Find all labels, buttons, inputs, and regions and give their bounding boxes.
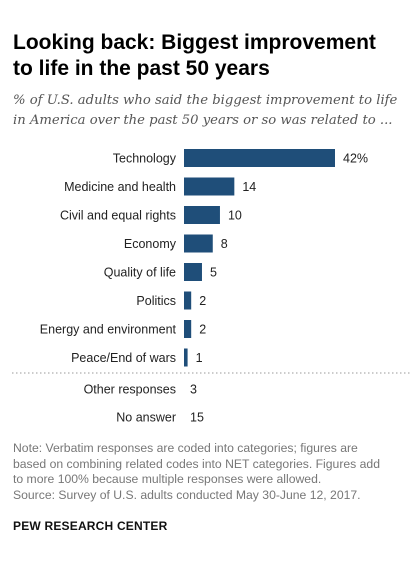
category-label: Economy [124, 237, 177, 251]
chart-subtitle-line-1: % of U.S. adults who said the biggest im… [13, 93, 398, 108]
chart-note: Note: Verbatim responses are coded into … [13, 441, 413, 503]
category-label: Politics [136, 294, 176, 308]
bar [184, 149, 335, 167]
bar [184, 263, 202, 281]
extra-row-label: No answer [116, 411, 176, 425]
value-label: 2 [199, 294, 206, 308]
bar [184, 320, 192, 338]
chart-subtitle-line-2: in America over the past 50 years or so … [13, 113, 393, 128]
note-line-2: based on combining related codes into NE… [13, 456, 380, 471]
bar [184, 206, 220, 224]
value-label: 14 [242, 180, 256, 194]
chart-title-line-2: to life in the past 50 years [13, 57, 270, 80]
value-label: 10 [228, 209, 242, 223]
note-line-3: to more 100% because multiple responses … [13, 472, 322, 486]
category-label: Civil and equal rights [60, 209, 176, 223]
value-label: 2 [199, 323, 206, 337]
category-label: Medicine and health [64, 180, 176, 194]
bar-chart: Technology 42% Medicine and health 14 Civil … [12, 149, 412, 425]
source-line: Source: Survey of U.S. adults conducted … [13, 487, 361, 502]
value-label: 1 [196, 351, 203, 365]
category-label: Energy and environment [40, 323, 177, 337]
chart-title: Looking back: Biggest improvement to lif… [13, 30, 393, 82]
value-label: 8 [221, 237, 228, 251]
extra-row-label: Other responses [84, 383, 176, 397]
value-label: 5 [210, 266, 217, 280]
bar [184, 291, 192, 310]
extra-row-value: 15 [190, 411, 204, 425]
bar [184, 234, 213, 253]
category-label: Peace/End of wars [71, 351, 176, 365]
extra-row-value: 3 [190, 383, 197, 397]
bar [184, 177, 235, 196]
category-label: Technology [113, 152, 177, 166]
chart-subtitle: % of U.S. adults who said the biggest im… [13, 91, 413, 131]
brand-logo-text: PEW RESEARCH CENTER [13, 519, 168, 533]
chart-title-line-1: Looking back: Biggest improvement [13, 31, 376, 54]
value-label: 42% [343, 152, 368, 166]
category-label: Quality of life [104, 266, 176, 280]
note-line-1: Note: Verbatim responses are coded into … [13, 441, 358, 455]
bar [184, 348, 188, 367]
